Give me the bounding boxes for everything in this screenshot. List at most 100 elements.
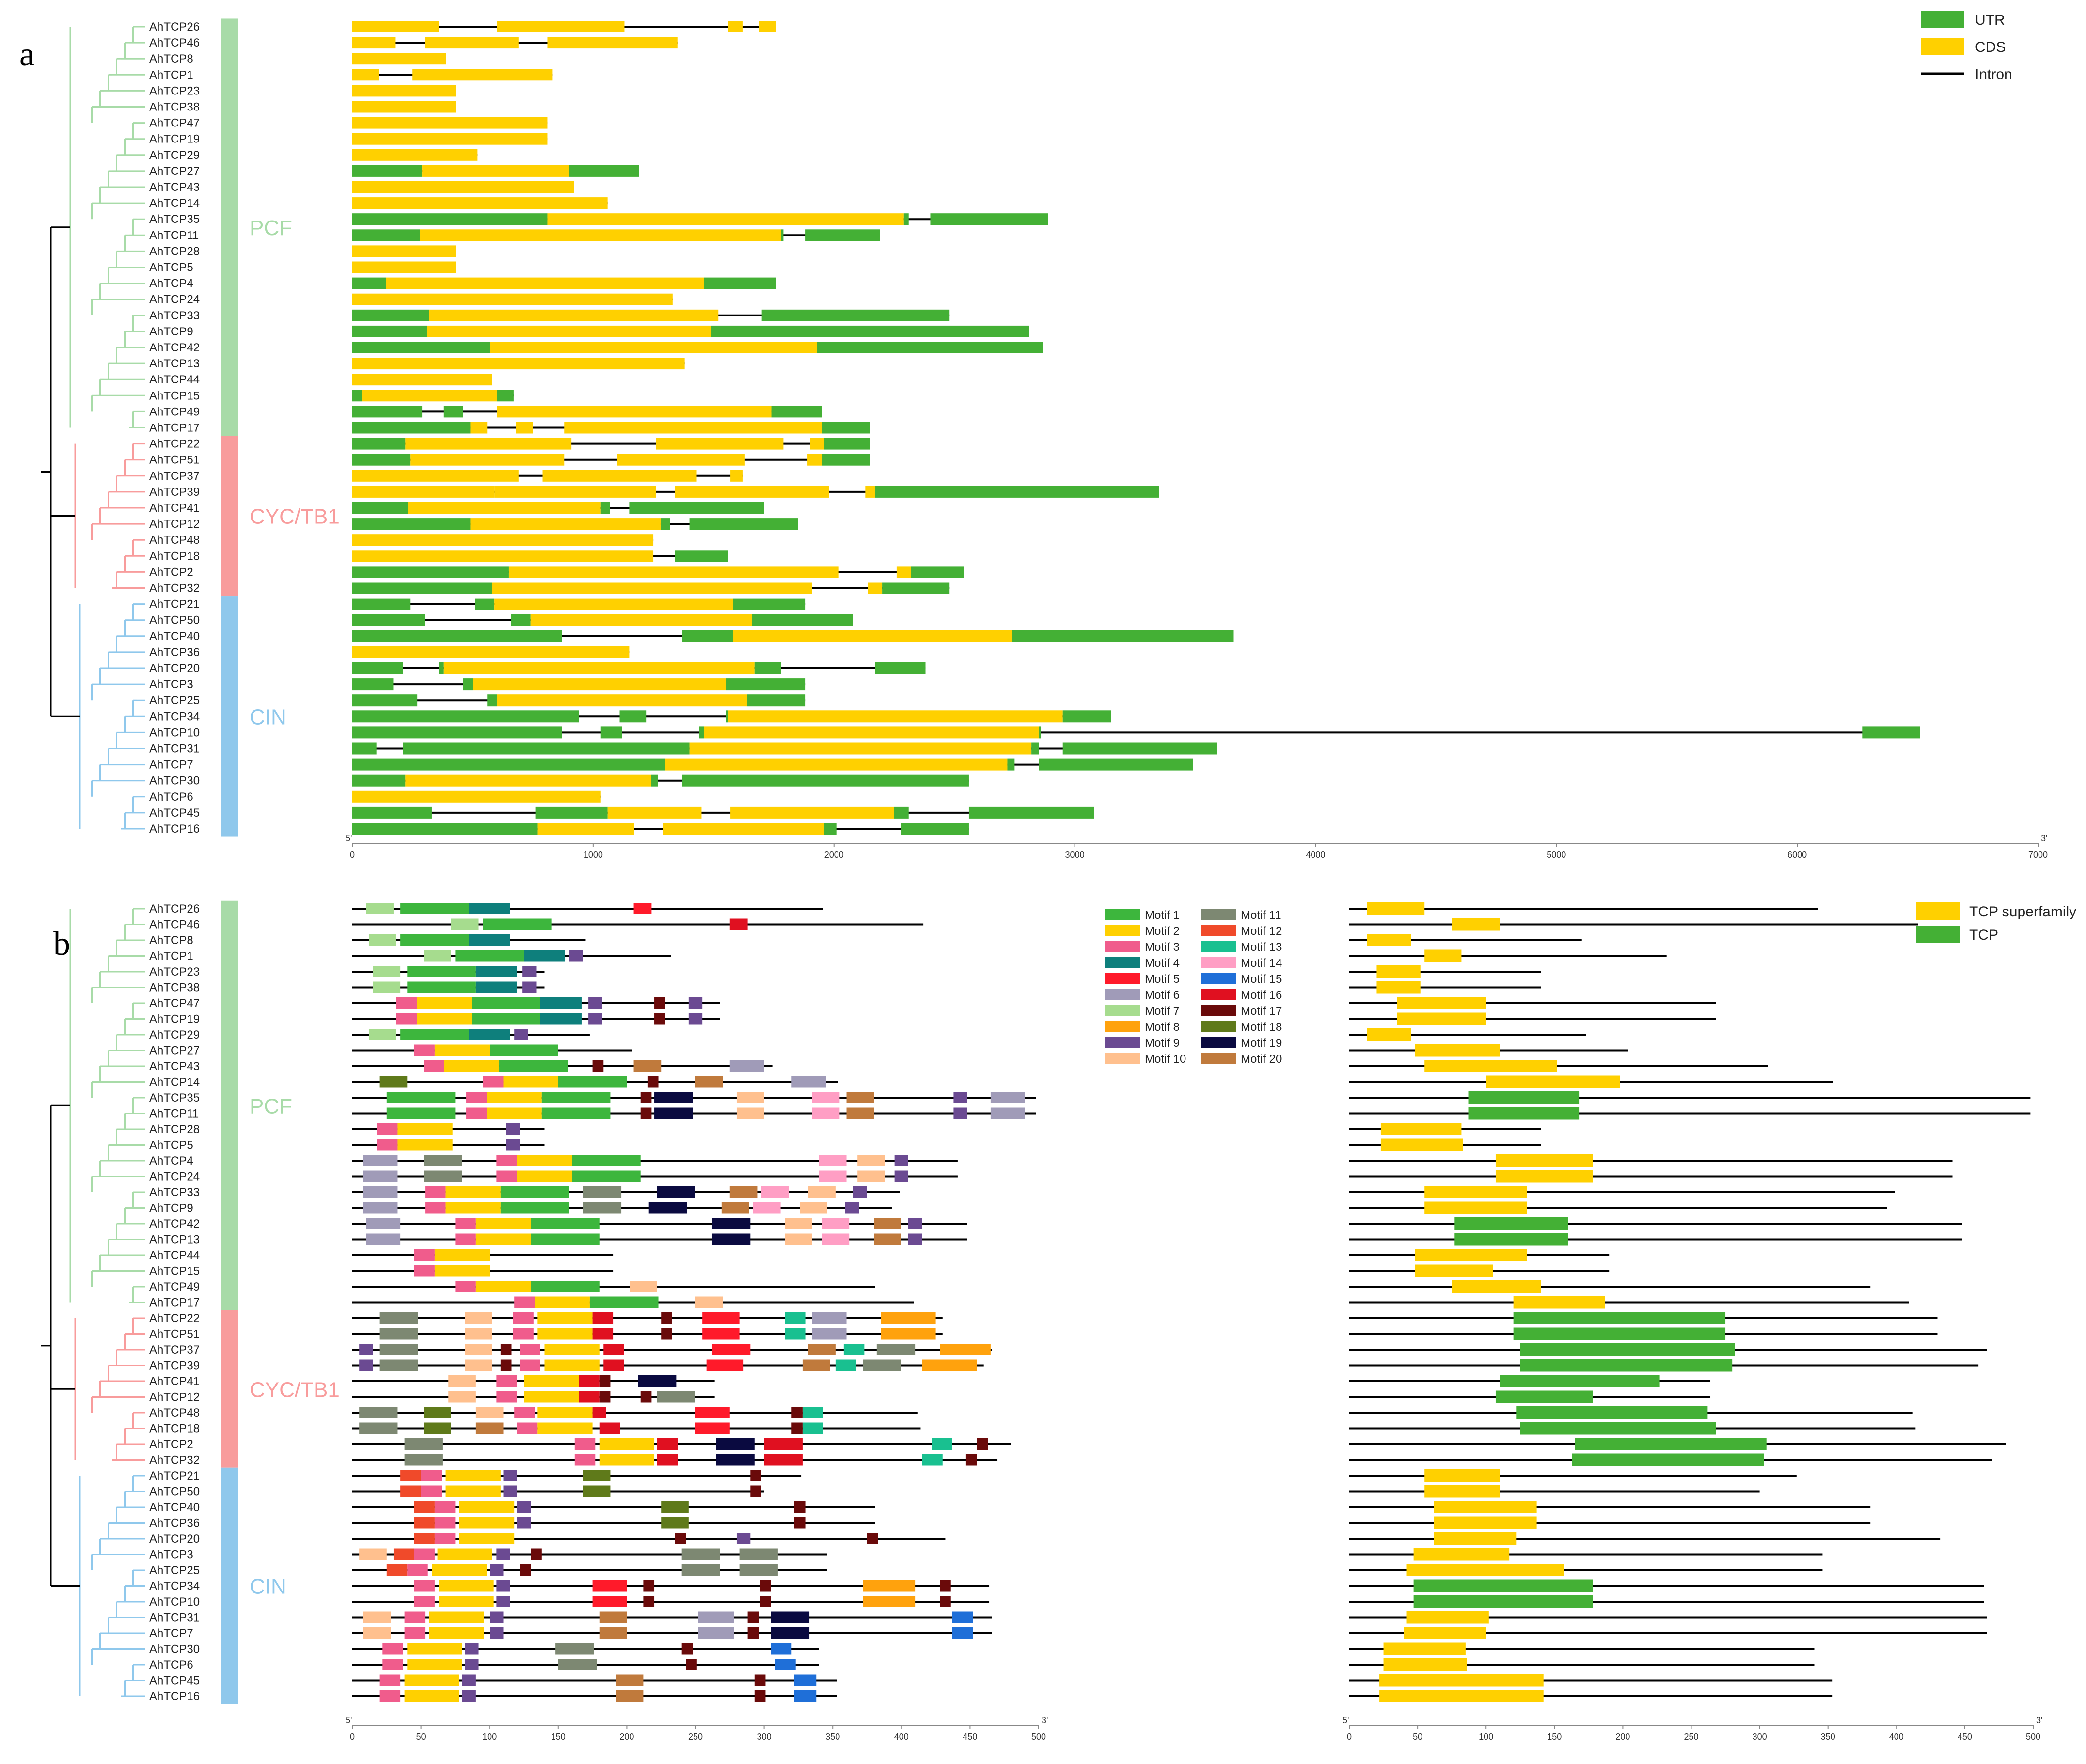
motif-1 (589, 1296, 659, 1308)
motif-17 (500, 1359, 512, 1371)
gene-label: AhTCP1 (149, 68, 193, 81)
clade-bar (221, 900, 238, 1310)
motif-9 (496, 1596, 510, 1607)
utr-segment (352, 726, 562, 739)
gene-label: AhTCP19 (149, 1013, 200, 1026)
cds-segment (547, 37, 678, 49)
cds-segment (352, 69, 379, 81)
motif-1 (400, 903, 469, 914)
domain-axis-tick-label: 200 (1615, 1732, 1630, 1742)
motif-axis-tick-label: 150 (551, 1732, 566, 1742)
cds-segment (728, 710, 1063, 723)
motif-legend-swatch (1201, 1005, 1236, 1016)
cds-segment (730, 470, 743, 482)
motif-axis-tick-label: 450 (963, 1732, 977, 1742)
gene-label: AhTCP1 (149, 950, 193, 963)
tcp-superfamily-domain (1379, 1690, 1544, 1702)
tcp-domain (1454, 1217, 1568, 1230)
motif-2 (397, 1139, 453, 1151)
motif-11 (424, 1155, 462, 1166)
gene-label: AhTCP37 (149, 1343, 200, 1356)
gene-axis-tick-label: 5000 (1547, 850, 1566, 860)
motif-1 (386, 1107, 456, 1119)
motif-10 (475, 1407, 504, 1418)
motif-7 (373, 966, 401, 977)
motif-17 (661, 1312, 672, 1324)
legend-swatch (1921, 38, 1964, 55)
motif-legend-label: Motif 5 (1145, 973, 1180, 986)
tcp-superfamily-domain (1406, 1611, 1489, 1624)
motif-2 (432, 1564, 487, 1576)
utr-segment (352, 213, 548, 225)
motif-3 (455, 1281, 476, 1292)
motif-3 (414, 1265, 435, 1277)
motif-9 (736, 1533, 751, 1544)
motif-3 (520, 1359, 540, 1371)
motif-9 (522, 966, 537, 977)
utr-segment (901, 823, 969, 835)
tcp-superfamily-domain (1452, 1280, 1541, 1293)
gene-label: AhTCP5 (149, 1139, 193, 1152)
motif-11 (583, 1186, 622, 1198)
domain-axis-tick-label: 0 (1347, 1732, 1352, 1742)
gene-label: AhTCP14 (149, 197, 200, 210)
motif-20 (599, 1627, 627, 1639)
motif-11 (359, 1422, 398, 1434)
motif-legend-swatch (1201, 957, 1236, 968)
motif-legend-label: Motif 6 (1145, 989, 1180, 1002)
gene-label: AhTCP11 (149, 229, 199, 242)
gene-label: AhTCP22 (149, 438, 200, 451)
motif-2 (404, 1690, 459, 1702)
tcp-superfamily-domain (1424, 1060, 1557, 1072)
motif-2 (434, 1265, 490, 1277)
domain-axis-tick-label: 150 (1547, 1732, 1562, 1742)
motif-18 (583, 1485, 611, 1497)
motif-3 (514, 1296, 535, 1308)
motif-2 (599, 1454, 655, 1466)
utr-segment (352, 758, 665, 771)
motif-19 (654, 1092, 693, 1103)
gene-label: AhTCP27 (149, 165, 200, 178)
gene-label: AhTCP43 (149, 1060, 200, 1073)
gene-label: AhTCP7 (149, 758, 193, 772)
cds-segment (352, 53, 446, 65)
utr-segment (711, 325, 1029, 337)
gene-label: AhTCP48 (149, 534, 200, 547)
legend-label: CDS (1975, 39, 2006, 55)
tcp-superfamily-domain (1404, 1627, 1486, 1639)
cds-segment (665, 758, 1008, 771)
gene-label: AhTCP48 (149, 1406, 200, 1419)
motif-2 (517, 1170, 572, 1182)
cds-segment (386, 277, 704, 289)
utr-segment (1007, 758, 1015, 771)
motif-17 (747, 1611, 759, 1623)
gene-label: AhTCP45 (149, 806, 200, 819)
domain-axis-tick-label: 500 (2026, 1732, 2040, 1742)
motif-10 (695, 1296, 723, 1308)
motif-legend-label: Motif 16 (1241, 989, 1282, 1002)
motif-6 (363, 1202, 398, 1214)
motif-axis-tick-label: 350 (825, 1732, 840, 1742)
motif-1 (472, 1013, 540, 1025)
gene-label: AhTCP33 (149, 309, 200, 322)
utr-segment (930, 213, 1048, 225)
motif-8 (881, 1328, 936, 1340)
tcp-superfamily-domain (1424, 1201, 1527, 1214)
motif-6 (363, 1186, 398, 1198)
gene-label: AhTCP28 (149, 245, 200, 258)
utr-segment (682, 774, 969, 787)
motif-11 (681, 1548, 720, 1560)
cds-segment (410, 454, 565, 466)
utr-segment (761, 309, 950, 321)
tcp-domain (1572, 1453, 1764, 1466)
motif-10 (800, 1202, 827, 1214)
motif-17 (791, 1407, 803, 1418)
tcp-domain (1468, 1091, 1580, 1104)
utr-segment (689, 518, 798, 530)
tcp-superfamily-domain (1376, 965, 1421, 978)
motif-1 (400, 1029, 469, 1040)
gene-label: AhTCP38 (149, 101, 200, 114)
utr-segment (403, 742, 690, 755)
motif-17 (500, 1344, 512, 1355)
motif-2 (437, 1548, 492, 1560)
